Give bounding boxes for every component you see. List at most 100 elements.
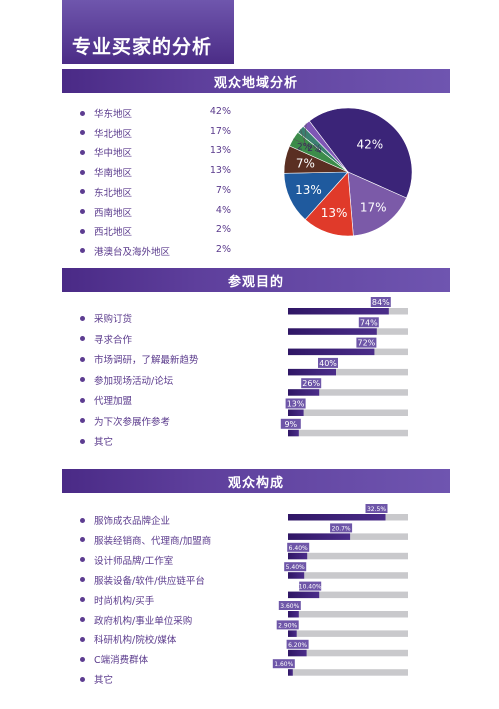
- composition-value-label: 2.90%: [278, 622, 297, 629]
- bullet-dot: [80, 110, 85, 116]
- composition-value-tag: [330, 523, 353, 533]
- bullet-dot: [80, 209, 85, 214]
- bullet-dot: [80, 636, 85, 642]
- region-percent: 7%: [215, 184, 231, 196]
- bullet-dot: [80, 336, 85, 341]
- section-header-region: 观众地域分析: [62, 69, 450, 93]
- purpose-list-item: 寻求合作: [80, 332, 132, 346]
- purpose-list-item: 其它: [80, 434, 113, 448]
- composition-bar-fill: [288, 514, 386, 521]
- list-item-label: 华北地区: [94, 128, 133, 140]
- region-list-item: 西北地区: [80, 224, 132, 238]
- composition-value-tag: [287, 542, 310, 552]
- list-item-label: 设计师品牌/工作室: [94, 555, 174, 567]
- purpose-bar-track: [288, 368, 408, 376]
- purpose-value-tag: [356, 337, 377, 348]
- bullet-dot: [80, 248, 85, 254]
- bullet-dot: [80, 557, 85, 563]
- region-list-item: 华东地区: [80, 106, 132, 120]
- list-item-label: 政府机构/事业单位采购: [94, 615, 193, 627]
- composition-value-label: 10.40%: [299, 584, 322, 591]
- purpose-bar-fill: [288, 328, 377, 335]
- bullet-dot: [80, 377, 85, 382]
- page-title-banner: 专业买家的分析: [62, 0, 234, 64]
- list-item-label: 西北地区: [94, 227, 133, 239]
- purpose-bar-track: [288, 389, 408, 396]
- list-item-label: 其它: [94, 437, 114, 448]
- composition-bar-fill: [288, 669, 293, 676]
- list-item-label: 服装设备/软件/供应链平台: [94, 575, 205, 587]
- pie-slice: [347, 171, 407, 237]
- composition-bar-track: [288, 572, 408, 579]
- purpose-value-label: 84%: [372, 298, 390, 307]
- list-item-label: 寻求合作: [94, 334, 133, 346]
- pie-leader-line: [300, 129, 307, 148]
- purpose-value-label: 26%: [302, 379, 320, 388]
- bullet-dot: [80, 418, 85, 423]
- composition-list-item: 其它: [80, 672, 113, 686]
- list-item-label: 科研机构/院校/媒体: [94, 635, 177, 647]
- list-item-label: 采购订货: [94, 314, 133, 325]
- purpose-value-label: 13%: [287, 400, 305, 409]
- purpose-bar-fill: [288, 429, 299, 437]
- purpose-list-item: 采购订货: [80, 311, 132, 325]
- region-list-item: 华南地区: [80, 165, 132, 179]
- section-title-composition: 观众构成: [227, 475, 284, 491]
- bullet-dot: [80, 517, 85, 523]
- pie-value-label: 2%: [297, 143, 312, 153]
- composition-value-tag: [278, 601, 301, 610]
- region-percent: 2%: [215, 224, 231, 236]
- purpose-bar-track: [288, 429, 408, 437]
- bullet-dot: [80, 597, 85, 603]
- pie-leader-line: [303, 123, 307, 146]
- purpose-value-tag: [280, 418, 301, 429]
- region-percent: 2%: [215, 243, 231, 255]
- list-item-label: 参加现场活动/论坛: [94, 375, 174, 387]
- composition-bar-track: [288, 669, 408, 676]
- bullet-dot: [80, 617, 85, 622]
- purpose-value-tag: [318, 357, 338, 368]
- list-item-label: C端消费群体: [94, 655, 149, 667]
- bullet-dot: [80, 189, 85, 195]
- bullet-dot: [80, 577, 85, 583]
- bullet-dot: [80, 537, 85, 543]
- list-item-label: 西南地区: [94, 207, 133, 219]
- purpose-bar-fill: [288, 348, 375, 356]
- purpose-bar-fill: [288, 389, 320, 396]
- composition-bar-fill: [288, 572, 305, 579]
- purpose-bar-fill: [288, 368, 336, 376]
- purpose-list-item: 代理加盟: [80, 393, 132, 407]
- purpose-value-tag: [301, 378, 322, 389]
- list-item-label: 服饰成衣品牌企业: [94, 516, 171, 527]
- purpose-bar-fill: [288, 409, 304, 416]
- composition-list-item: 服装经销商、代理商/加盟商: [80, 533, 211, 547]
- composition-list-item: C端消费群体: [80, 652, 148, 666]
- region-percent: 17%: [209, 125, 231, 137]
- composition-bar-fill: [288, 649, 307, 657]
- region-percent: 42%: [209, 106, 231, 117]
- composition-value-tag: [286, 639, 309, 649]
- composition-value-label: 20.7%: [332, 525, 351, 532]
- composition-value-label: 5.40%: [286, 564, 305, 571]
- region-list-item: 西南地区: [80, 205, 132, 219]
- composition-value-tag: [272, 659, 295, 669]
- list-item-label: 代理加盟: [94, 396, 133, 407]
- pie-value-label: 17%: [360, 200, 387, 214]
- composition-bar-track: [288, 630, 408, 637]
- composition-list-item: 服装设备/软件/供应链平台: [80, 573, 205, 587]
- list-item-label: 华东地区: [94, 109, 133, 120]
- pie-value-label: 13%: [321, 206, 348, 220]
- pie-value-label: 7%: [296, 156, 315, 170]
- section-title-purpose: 参观目的: [227, 274, 284, 290]
- composition-bar-fill: [288, 552, 308, 560]
- purpose-value-tag: [370, 297, 391, 307]
- region-percent: 4%: [215, 204, 231, 216]
- bullet-dot: [80, 228, 85, 234]
- bullet-dot: [80, 315, 85, 321]
- purpose-value-label: 72%: [358, 339, 376, 348]
- list-item-label: 时尚机构/买手: [94, 595, 155, 607]
- composition-value-label: 6.40%: [289, 545, 308, 552]
- bullet-dot: [80, 149, 85, 155]
- region-list-item: 华北地区: [80, 126, 132, 140]
